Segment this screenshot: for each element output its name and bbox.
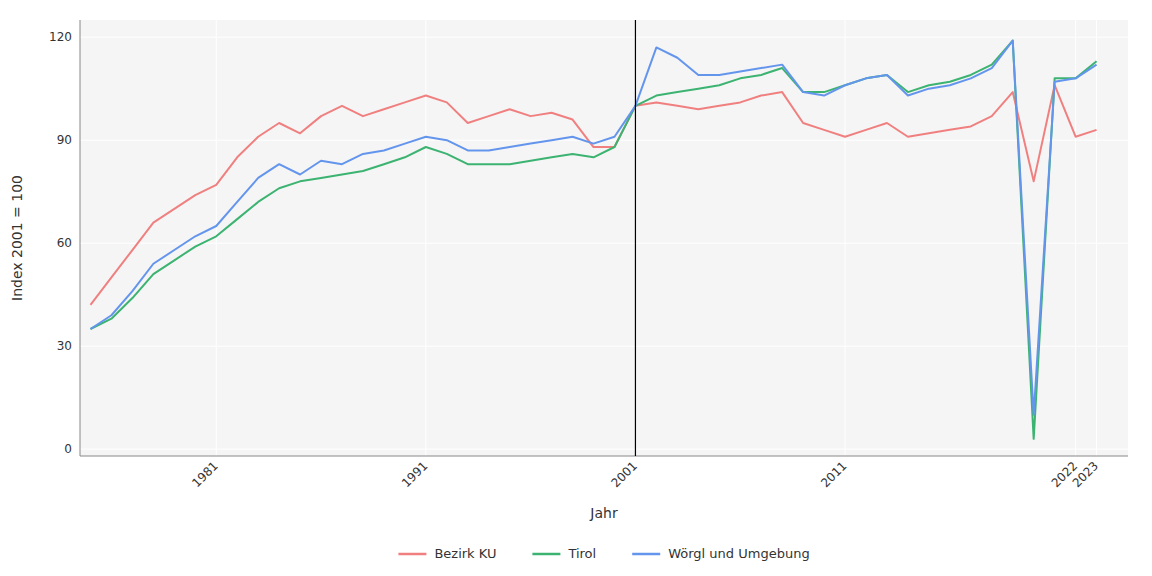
legend-key — [398, 553, 426, 556]
y-grid-line — [80, 346, 1128, 347]
chart: 0306090120198119912001201120222023JahrIn… — [0, 0, 1152, 576]
series-line — [90, 85, 1096, 305]
series-line — [90, 41, 1096, 415]
x-tick-label: 1991 — [399, 459, 430, 490]
x-grid-line — [1075, 20, 1076, 456]
legend-label: Wörgl und Umgebung — [668, 546, 809, 561]
y-axis-line — [80, 20, 81, 456]
y-grid-line — [80, 243, 1128, 244]
y-axis-label: Index 2001 = 100 — [9, 175, 25, 301]
legend-key — [632, 553, 660, 556]
y-tick-label: 0 — [64, 442, 72, 456]
x-grid-line — [635, 20, 636, 456]
legend: Bezirk KU Tirol Wörgl und Umgebung — [398, 546, 809, 561]
x-grid-line — [216, 20, 217, 456]
legend-label: Tirol — [567, 546, 596, 561]
series-group — [90, 20, 1096, 456]
legend-label: Bezirk KU — [434, 546, 496, 561]
legend-item: Bezirk KU — [398, 546, 496, 561]
y-tick-label: 90 — [57, 133, 72, 147]
grid — [80, 20, 1128, 456]
y-grid-line — [80, 37, 1128, 38]
x-axis-line — [80, 456, 1128, 457]
y-tick-label: 60 — [57, 236, 72, 250]
y-grid-line — [80, 449, 1128, 450]
plot-background — [80, 20, 1128, 456]
x-tick-label: 2023 — [1070, 459, 1101, 490]
x-grid-line — [425, 20, 426, 456]
x-tick-label: 1981 — [189, 459, 220, 490]
legend-key — [532, 553, 560, 556]
x-grid-line — [1096, 20, 1097, 456]
y-tick-label: 120 — [49, 30, 72, 44]
x-tick-label: 2001 — [609, 459, 640, 490]
series-line — [90, 41, 1096, 439]
x-axis-label: Jahr — [589, 505, 618, 521]
x-tick-label: 2011 — [818, 459, 849, 490]
reference-line — [635, 20, 636, 456]
y-tick-label: 30 — [57, 339, 72, 353]
legend-item: Tirol — [532, 546, 596, 561]
legend-item: Wörgl und Umgebung — [632, 546, 809, 561]
